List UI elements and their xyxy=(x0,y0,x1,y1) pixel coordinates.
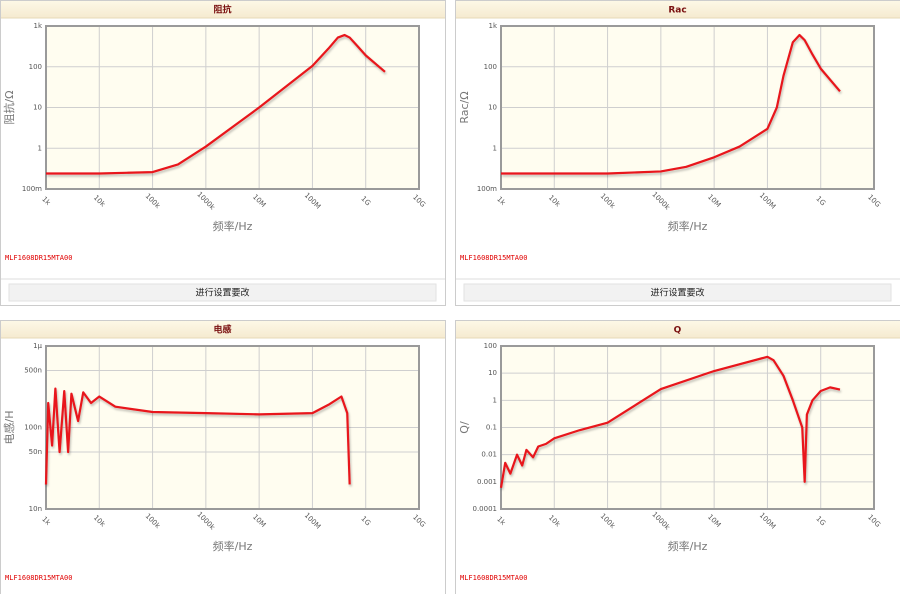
chart-title: Q xyxy=(674,326,682,336)
panel-header xyxy=(1,1,445,18)
y-tick-label: 0.1 xyxy=(486,424,497,432)
y-tick-label: 10n xyxy=(29,505,42,513)
y-tick-label: 100n xyxy=(24,424,42,432)
y-tick-label: 1 xyxy=(38,144,42,152)
panel-header xyxy=(456,1,900,18)
y-tick-label: 10 xyxy=(488,369,497,377)
y-tick-label: 0.01 xyxy=(481,451,497,459)
y-tick-label: 10 xyxy=(488,104,497,112)
y-tick-label: 1k xyxy=(33,22,42,30)
y-tick-label: 0.0001 xyxy=(473,505,498,513)
panel-header xyxy=(456,321,900,338)
y-tick-label: 10 xyxy=(33,104,42,112)
settings-button[interactable] xyxy=(8,283,437,302)
y-tick-label: 100m xyxy=(477,185,497,193)
part-number: MLF1608DR15MTA00 xyxy=(5,254,72,262)
plot-border xyxy=(45,25,420,190)
y-axis-title: Rac/Ω xyxy=(458,91,471,123)
plot-border xyxy=(45,345,420,510)
y-axis-title: 电感/H xyxy=(3,411,16,445)
y-tick-label: 100 xyxy=(484,342,497,350)
x-axis-title: 频率/Hz xyxy=(668,539,708,553)
part-number: MLF1608DR15MTA00 xyxy=(460,574,527,582)
x-axis-title: 频率/Hz xyxy=(668,219,708,233)
plot-border xyxy=(500,345,875,510)
impedance-curve xyxy=(501,33,841,175)
y-tick-label: 0.001 xyxy=(477,478,497,486)
chart-panel: Q1k 10k 100k 1000k 10M 100M 1G 10G0.00010.0010.… xyxy=(455,320,900,594)
y-tick-label: 50n xyxy=(29,448,42,456)
settings-button-label[interactable]: 进行设置要改 xyxy=(195,287,249,299)
y-tick-label: 1k xyxy=(488,22,497,30)
impedance-curve xyxy=(499,355,841,489)
plot-border xyxy=(500,25,875,190)
chart-title: 阻抗 xyxy=(213,4,231,16)
y-axis-title: Q/ xyxy=(458,421,471,434)
settings-button[interactable] xyxy=(463,283,892,302)
panel-header xyxy=(1,321,445,338)
y-tick-label: 1 xyxy=(493,396,497,404)
chart-title: 电感 xyxy=(213,324,231,336)
part-number: MLF1608DR15MTA00 xyxy=(5,574,72,582)
impedance-curve xyxy=(44,387,351,485)
y-tick-label: 100 xyxy=(484,63,497,71)
y-axis-title: 阻抗/Ω xyxy=(2,90,16,124)
chart-title: Rac xyxy=(668,6,686,16)
settings-button-label[interactable]: 进行设置要改 xyxy=(650,287,704,299)
y-tick-label: 1µ xyxy=(33,342,42,350)
y-tick-label: 100 xyxy=(29,63,42,71)
x-axis-title: 频率/Hz xyxy=(213,539,253,553)
impedance-curve xyxy=(46,33,386,175)
x-axis-title: 频率/Hz xyxy=(213,219,253,233)
y-tick-label: 500n xyxy=(24,367,42,375)
y-tick-label: 1 xyxy=(493,144,497,152)
y-tick-label: 100m xyxy=(22,185,42,193)
part-number: MLF1608DR15MTA00 xyxy=(460,254,527,262)
